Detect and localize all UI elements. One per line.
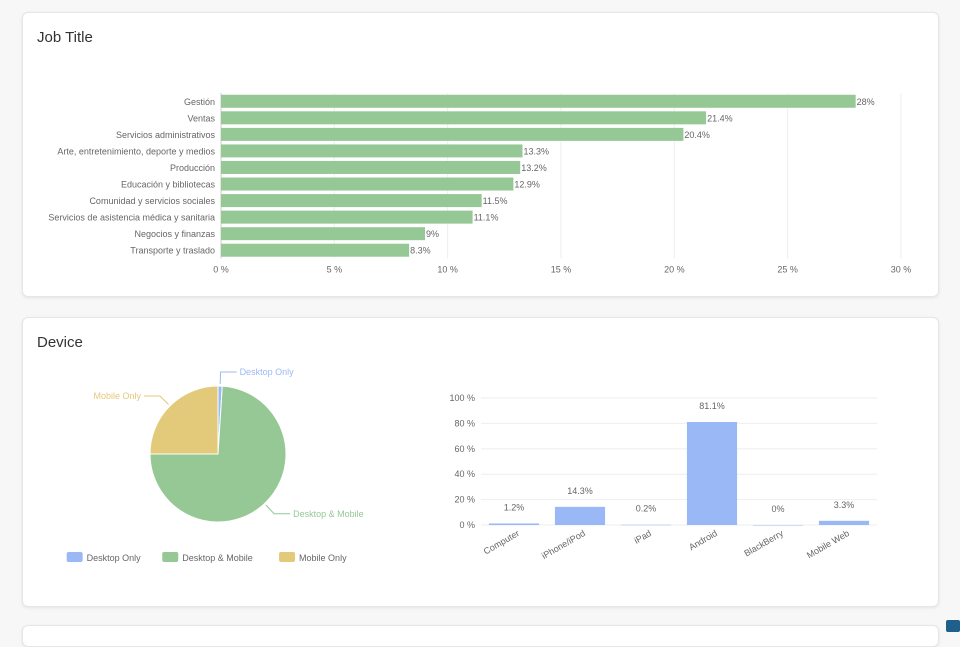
data-label: 13.2% [521,163,547,173]
y-tick-label: 100 % [449,393,475,403]
x-tick-label: 15 % [551,265,572,275]
legend-swatch [162,552,179,562]
bar [752,525,804,526]
legend-label: Mobile Only [299,553,347,563]
legend-swatch [66,552,83,562]
x-tick-label: 20 % [664,265,685,275]
data-label: 81.1% [699,401,725,411]
data-label: 11.5% [483,196,508,206]
category-label: Gestión [184,97,215,107]
next-card [22,625,939,647]
bar [221,127,684,141]
data-label: 13.3% [523,146,549,156]
y-tick-label: 0 % [459,520,475,530]
bar [221,210,473,224]
category-label: Arte, entretenimiento, deporte y medios [57,146,215,156]
data-label: 0.2% [636,504,657,514]
data-label: 11.1% [474,213,499,223]
x-tick-label: 10 % [437,265,458,275]
data-label: 28% [857,97,875,107]
x-tick-label: 30 % [891,265,912,275]
x-tick-label: Mobile Web [805,528,851,560]
device-bar-chart: 0 % 20 % 40 % 60 % 80 % 100 % 1.2% Computer 14.3… [449,393,877,561]
device-pie-chart: Desktop Only Desktop & Mobile Mobile Only D… [66,367,364,563]
category-label: Producción [170,163,215,173]
bar [488,523,540,525]
y-tick-label: 40 % [454,469,475,479]
app-icon[interactable] [946,620,960,632]
job-title-bar-chart: 0 % 5 % 10 % 15 % 20 % 25 % 30 % Gestión 28% Vent… [48,93,912,275]
device-card: Device Desktop Only Desktop & Mobile Mobil… [22,317,939,607]
category-label: Comunidad y servicios sociales [89,196,215,206]
pie-leader-line [265,504,291,515]
category-label: Servicios administrativos [116,130,216,140]
y-tick-label: 60 % [454,444,475,454]
legend-swatch [279,552,296,562]
data-label: 8.3% [410,246,431,256]
bar [221,243,410,257]
bar [620,524,672,526]
data-label: 14.3% [567,486,593,496]
category-label: Educación y bibliotecas [121,180,216,190]
x-tick-label: Android [687,528,719,552]
legend-label: Desktop & Mobile [182,553,253,563]
pie-leader-line [144,395,169,405]
y-tick-label: 80 % [454,418,475,428]
bar [221,177,514,191]
data-label: 1.2% [504,502,525,512]
x-tick-label: 0 % [213,265,229,275]
x-tick-label: iPad [632,528,653,546]
bar [221,94,856,108]
pie-label: Desktop & Mobile [293,509,364,519]
job-title-heading: Job Title [37,29,93,46]
x-tick-label: 5 % [327,265,343,275]
bar [221,194,482,208]
data-label: 21.4% [707,113,733,123]
data-label: 9% [426,229,439,239]
pie-label: Desktop Only [240,367,295,377]
pie-label: Mobile Only [93,391,141,401]
category-label: Transporte y traslado [130,246,215,256]
y-tick-label: 20 % [454,495,475,505]
x-tick-label: BlackBerry [742,528,785,559]
legend-label: Desktop Only [87,553,142,563]
pie-slice [149,385,219,455]
bar [221,111,707,125]
x-tick-label: 25 % [777,265,798,275]
data-label: 0% [771,504,784,514]
bar [818,520,870,525]
data-label: 3.3% [834,500,855,510]
bar [221,227,425,241]
x-tick-label: Computer [482,528,521,556]
pie-leader-line [219,371,237,385]
bar [554,506,606,525]
bar [221,144,523,158]
bar [686,422,738,525]
category-label: Servicios de asistencia médica y sanitar… [48,213,215,223]
category-label: Negocios y finanzas [134,229,215,239]
data-label: 20.4% [684,130,710,140]
x-tick-label: iPhone/iPod [540,528,587,561]
device-heading: Device [37,334,83,351]
category-label: Ventas [187,113,215,123]
job-title-card: Job Title 0 % 5 % 10 % 15 % 20 % 25 % 30 % Gest… [22,12,939,297]
bar [221,160,521,174]
data-label: 12.9% [514,180,540,190]
